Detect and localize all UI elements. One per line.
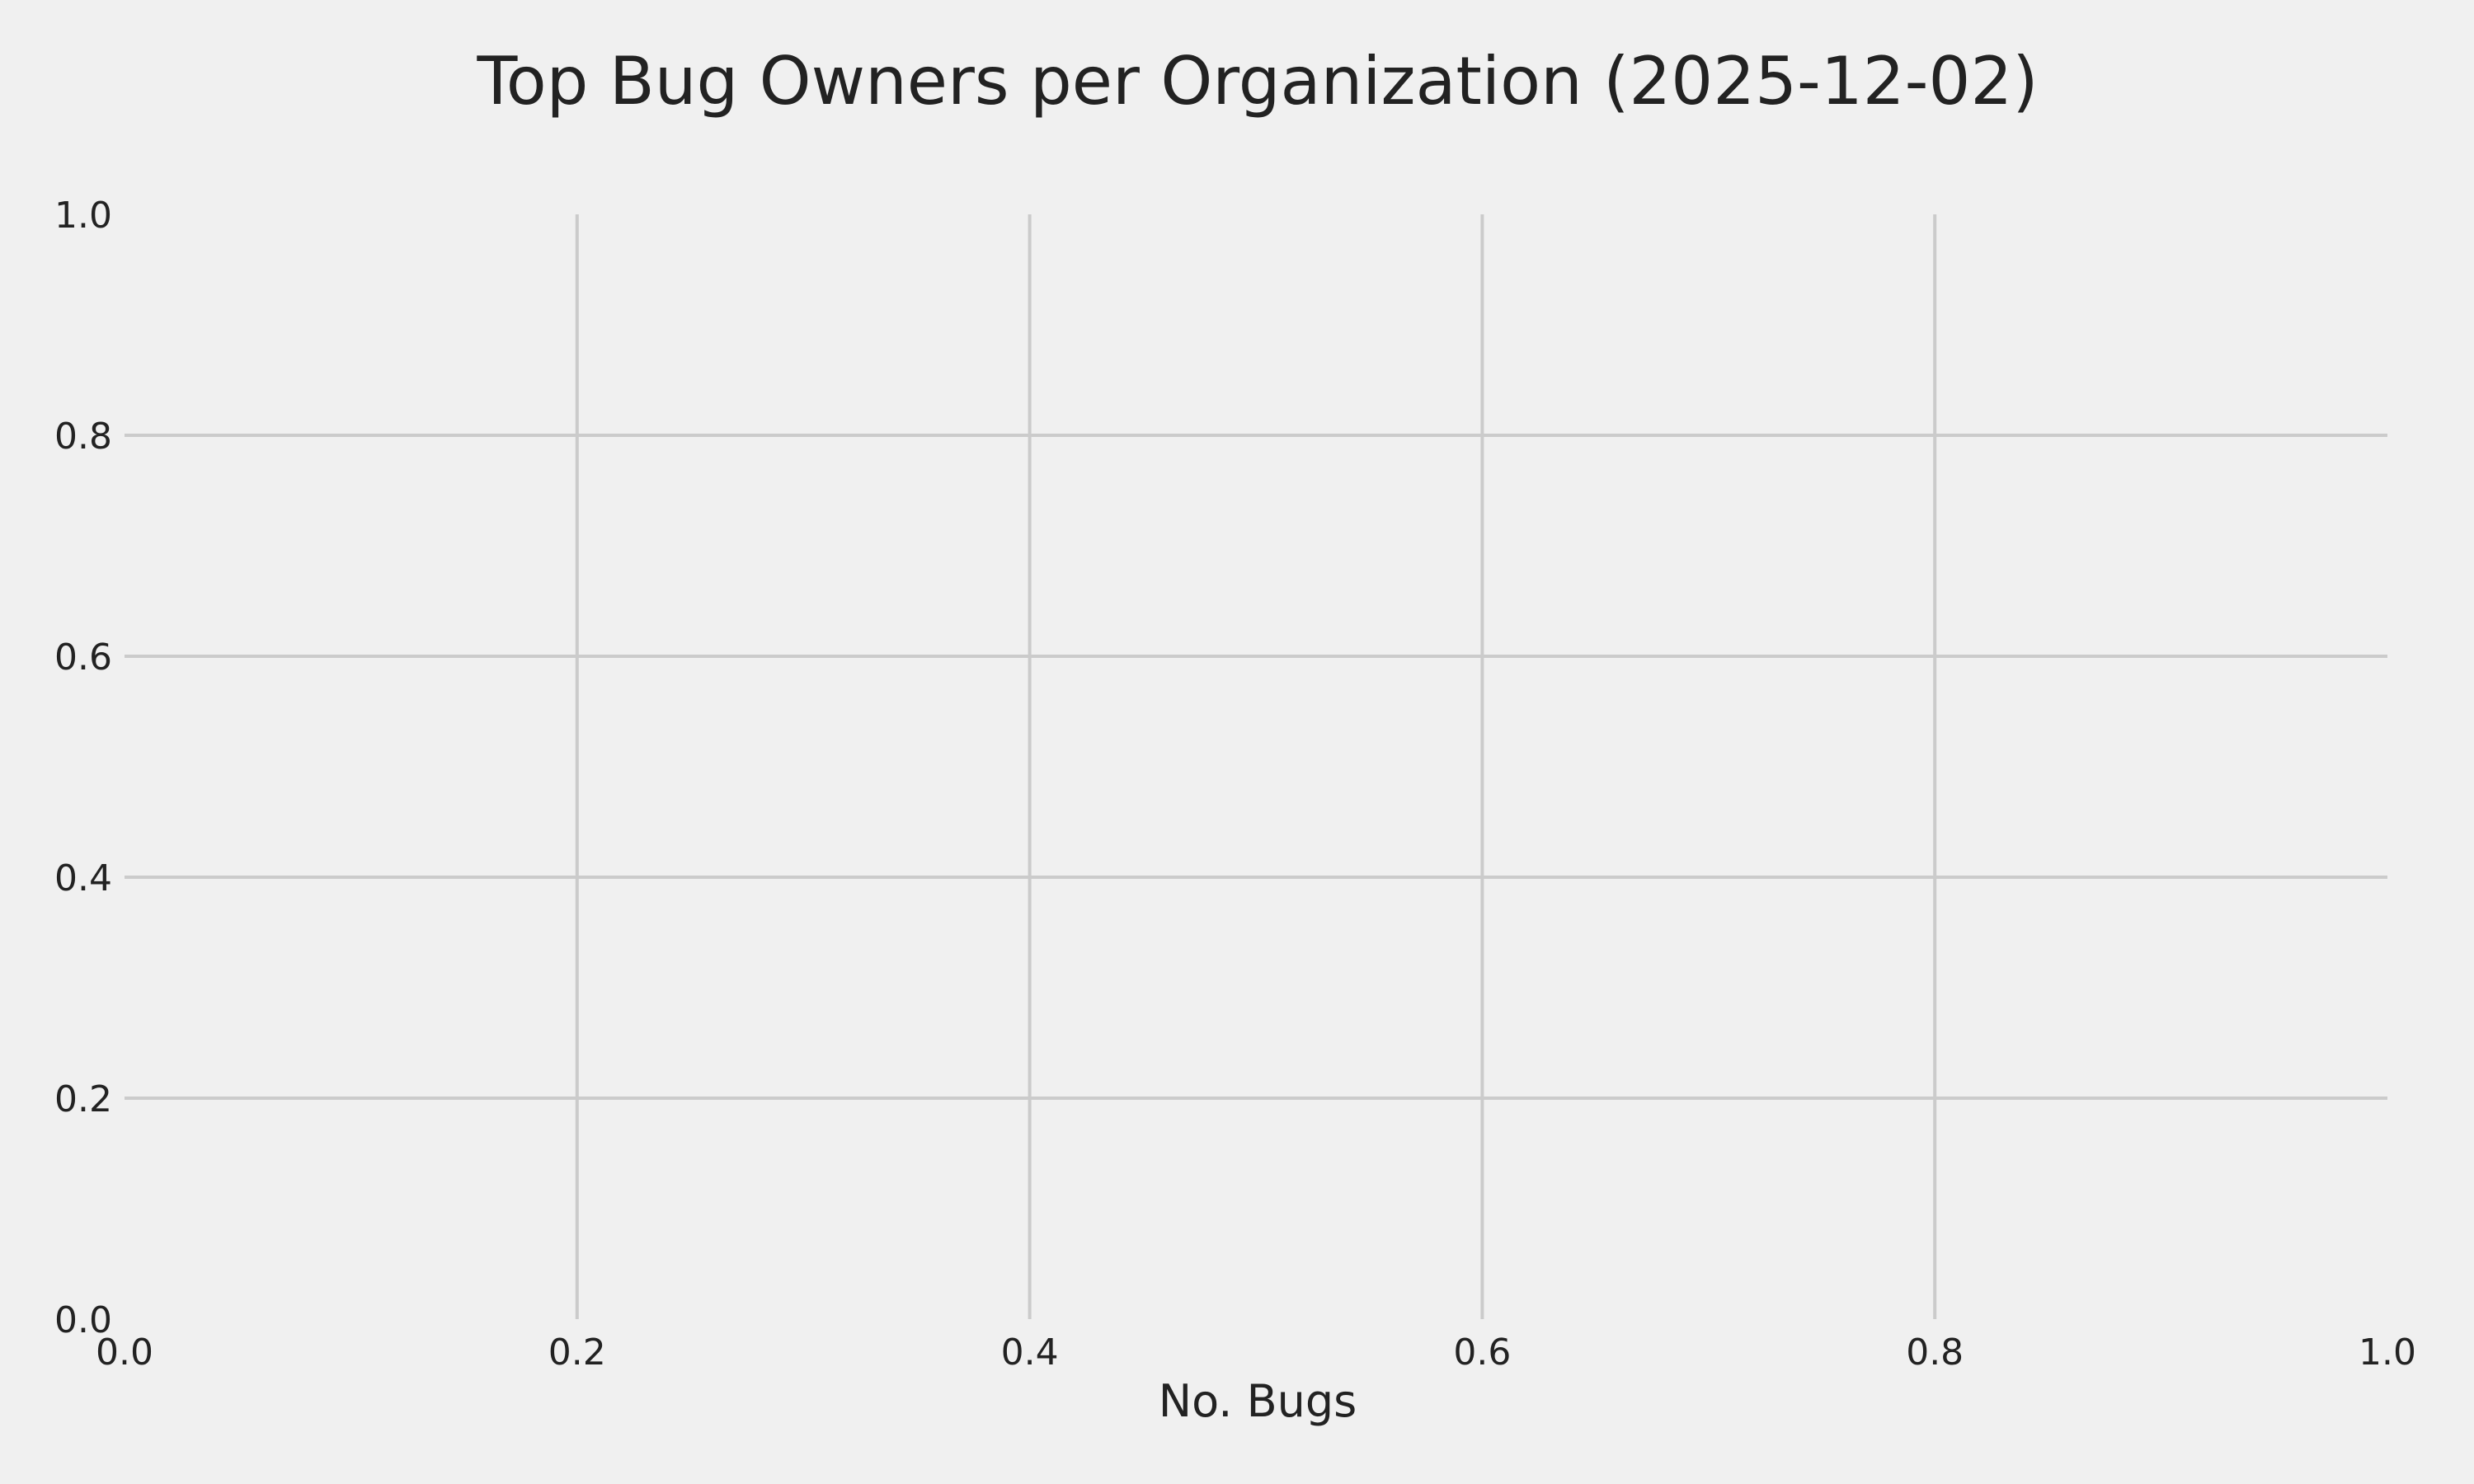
x-axis-label: No. Bugs: [1159, 1375, 1357, 1427]
y-tick-label: 1.0: [54, 195, 112, 237]
x-tick-label: 0.4: [1001, 1331, 1059, 1374]
y-tick-label: 0.4: [54, 857, 112, 899]
y-tick-label: 0.0: [54, 1299, 112, 1341]
y-tick-label: 0.8: [54, 416, 112, 458]
x-tick-label: 0.0: [96, 1331, 153, 1374]
x-tick-label: 0.2: [548, 1331, 606, 1374]
chart-title: Top Bug Owners per Organization (2025-12…: [476, 43, 2038, 120]
x-tick-label: 1.0: [2359, 1331, 2416, 1374]
x-tick-label: 0.8: [1906, 1331, 1964, 1374]
y-tick-label: 0.6: [54, 636, 112, 679]
y-tick-label: 0.2: [54, 1078, 112, 1120]
y-tick-labels: 0.0 0.2 0.4 0.6 0.8 1.0: [54, 195, 112, 1341]
x-tick-labels: 0.0 0.2 0.4 0.6 0.8 1.0: [96, 1331, 2416, 1374]
grid: [125, 214, 2387, 1319]
x-tick-label: 0.6: [1453, 1331, 1511, 1374]
